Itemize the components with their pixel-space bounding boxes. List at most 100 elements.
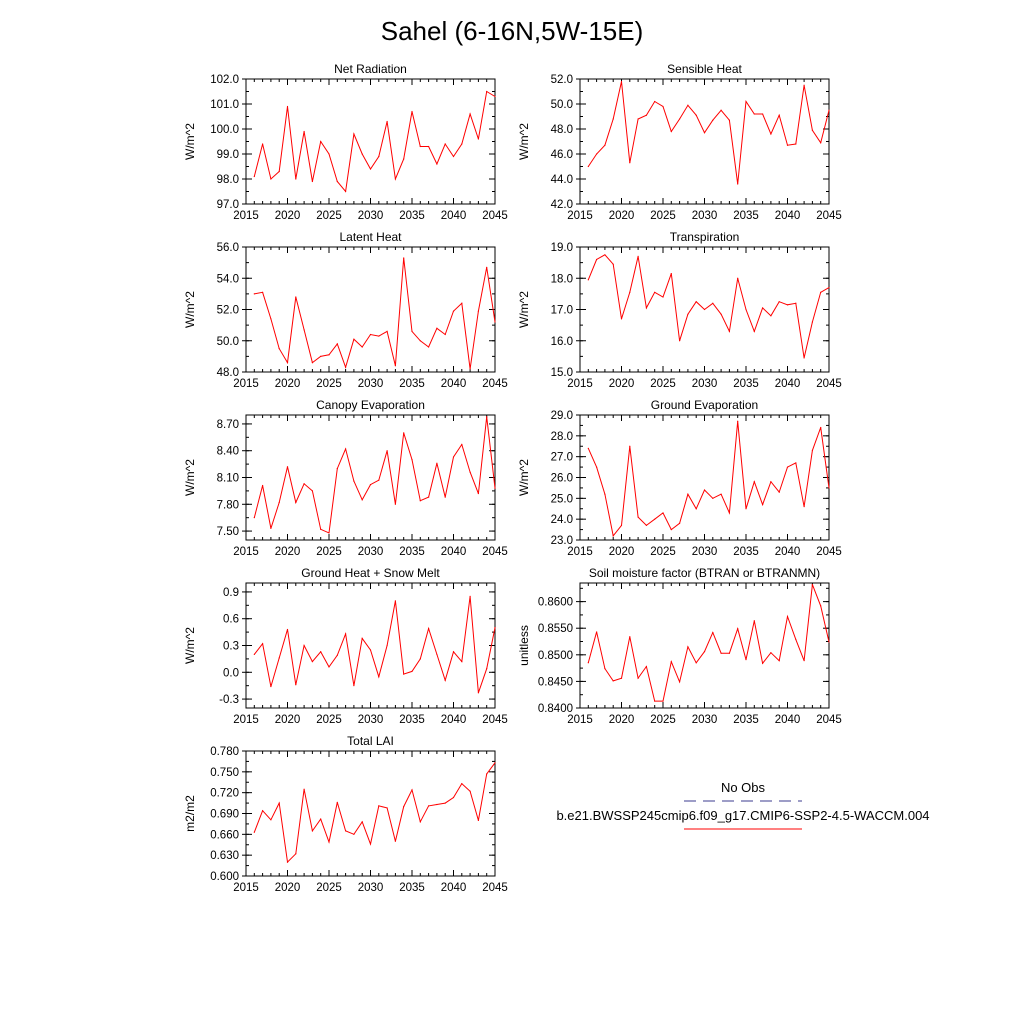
x-tick-label: 2035: [733, 210, 759, 222]
data-point: [795, 462, 797, 464]
data-point: [587, 279, 589, 281]
legend-model-label: b.e21.BWSSP245cmip6.f09_g17.CMIP6-SSP2-4…: [556, 808, 929, 823]
data-point: [262, 484, 264, 487]
y-axis-label: W/m^2: [183, 123, 197, 160]
data-point: [320, 528, 322, 530]
y-tick-label: 29.0: [551, 410, 573, 422]
x-tick-label: 2020: [275, 378, 301, 390]
data-point: [728, 652, 731, 654]
data-point: [411, 670, 413, 672]
data-point: [770, 652, 772, 654]
y-tick-label: 28.0: [551, 431, 573, 443]
data-point: [596, 258, 598, 261]
y-tick-label: 0.780: [210, 746, 239, 758]
x-tick-label: 2020: [275, 714, 301, 726]
data-point: [345, 633, 347, 635]
y-tick-label: 54.0: [217, 273, 239, 285]
data-point: [444, 143, 446, 145]
data-point: [262, 291, 264, 293]
panel-2: Sensible Heat W/m^2 2015 2020 2025 2030 2035 20…: [517, 62, 842, 222]
data-point: [687, 313, 689, 315]
y-tick-label: 100.0: [210, 124, 239, 136]
data-point: [778, 491, 780, 493]
data-point: [612, 680, 614, 682]
data-point: [428, 496, 430, 498]
x-tick-label: 2025: [316, 882, 342, 894]
series-line: [254, 257, 496, 369]
data-point: [662, 105, 664, 108]
data-point: [811, 129, 814, 131]
series-line: [253, 762, 496, 864]
data-point: [786, 304, 789, 306]
x-tick-label: 2020: [609, 378, 635, 390]
series-line: [253, 90, 496, 193]
y-axis-label: W/m^2: [183, 459, 197, 496]
y-tick-label: 17.0: [551, 305, 573, 317]
data-point: [386, 330, 388, 332]
data-point: [336, 801, 338, 803]
y-tick-label: 50.0: [217, 336, 239, 348]
x-tick-label: 2030: [692, 378, 718, 390]
data-point: [253, 517, 255, 519]
plot-frame: [245, 414, 496, 541]
data-point: [820, 291, 822, 293]
data-point: [778, 114, 780, 116]
series-line: [253, 416, 496, 534]
panel-8: Soil moisture factor (BTRAN or BTRANMN) u…: [517, 566, 842, 726]
x-tick-label: 2035: [399, 210, 425, 222]
x-tick-label: 2040: [441, 714, 467, 726]
y-tick-label: 50.0: [551, 99, 573, 111]
data-point: [253, 653, 255, 656]
data-point: [795, 143, 797, 145]
y-tick-label: 0.8600: [538, 597, 573, 609]
data-point: [345, 366, 347, 368]
y-tick-label: 0.8550: [538, 623, 573, 635]
y-tick-label: 18.0: [551, 273, 573, 285]
data-point: [452, 651, 455, 653]
x-tick-label: 2015: [567, 210, 593, 222]
data-point: [345, 448, 347, 450]
data-point: [303, 329, 305, 331]
data-point: [645, 114, 648, 116]
data-point: [452, 796, 455, 799]
panel-7: Ground Heat + Snow Melt W/m^2 2015 2020 2025…: [183, 566, 508, 726]
data-point: [394, 365, 396, 367]
y-tick-label: 0.8400: [538, 703, 573, 715]
data-point: [361, 637, 363, 639]
x-tick-label: 2015: [233, 546, 259, 558]
data-point: [378, 155, 380, 158]
y-tick-label: 0.660: [210, 829, 239, 841]
data-point: [679, 340, 681, 342]
series-line: [253, 596, 496, 693]
plot-frame: [579, 78, 830, 205]
data-point: [270, 685, 272, 688]
x-tick-label: 2030: [692, 210, 718, 222]
data-point: [620, 524, 623, 527]
x-tick-label: 2015: [567, 714, 593, 726]
x-tick-label: 2040: [775, 210, 801, 222]
data-point: [336, 180, 338, 183]
panel-1: Net Radiation W/m^2 2015 2020 2025 2030 2035 20…: [183, 62, 508, 222]
data-point: [762, 662, 764, 664]
panel-title: Net Radiation: [334, 62, 407, 76]
data-point: [428, 346, 430, 348]
data-point: [386, 807, 388, 809]
data-point: [620, 318, 623, 320]
data-point: [629, 162, 631, 164]
data-point: [486, 773, 488, 775]
y-tick-label: 56.0: [217, 242, 239, 254]
panel-4: Transpiration W/m^2 2015 2020 2025 2030 2035 20…: [517, 230, 842, 390]
y-tick-label: 0.9: [223, 587, 239, 599]
data-point: [703, 132, 706, 134]
y-tick-label: 44.0: [551, 174, 573, 186]
data-point: [811, 449, 814, 452]
data-point: [444, 802, 446, 804]
data-point: [695, 114, 697, 116]
x-tick-label: 2015: [233, 882, 259, 894]
data-point: [745, 100, 747, 103]
data-point: [637, 118, 639, 120]
data-point: [737, 183, 739, 185]
data-point: [311, 660, 313, 663]
data-point: [286, 362, 289, 364]
data-point: [336, 654, 338, 656]
